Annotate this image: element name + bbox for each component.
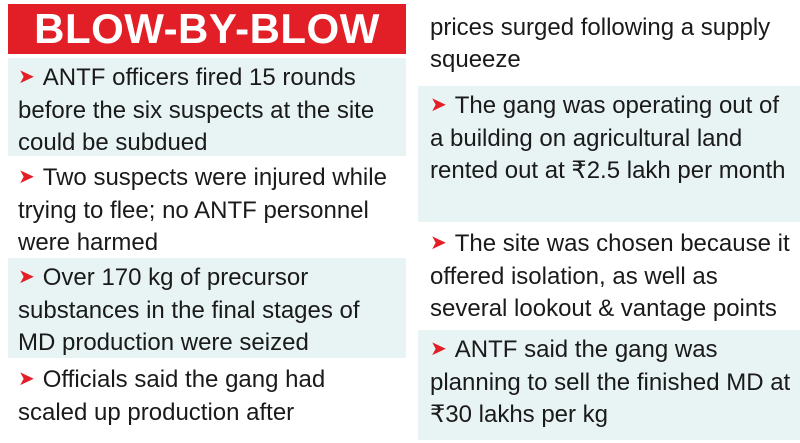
list-item-text: Two suspects were injured while trying t…: [18, 164, 387, 256]
list-item: ➤ ANTF officers fired 15 rounds before th…: [8, 58, 406, 156]
arrow-bullet-icon: ➤: [18, 266, 35, 288]
box-heading: BLOW-BY-BLOW: [8, 4, 406, 54]
arrow-bullet-icon: ➤: [18, 166, 35, 188]
arrow-bullet-icon: ➤: [430, 338, 447, 360]
list-item-text: The gang was operating out of a building…: [430, 92, 786, 184]
list-item-text: The site was chosen because it offered i…: [430, 230, 790, 322]
list-item: ➤ Over 170 kg of precursor substances in …: [8, 258, 406, 358]
arrow-bullet-icon: ➤: [18, 66, 35, 88]
list-item: ➤ Officials said the gang had scaled up p…: [8, 360, 406, 440]
list-item-text: ANTF said the gang was planning to sell …: [430, 336, 791, 428]
list-item-text: prices surged following a supply squeeze: [430, 14, 771, 73]
arrow-bullet-icon: ➤: [430, 94, 447, 116]
list-item-continued: prices surged following a supply squeeze: [418, 8, 800, 84]
list-item: ➤ Two suspects were injured while trying …: [8, 158, 406, 256]
column-divider: [408, 0, 410, 443]
list-item: ➤ The site was chosen because it offered …: [418, 224, 800, 328]
list-item: ➤ The gang was operating out of a buildin…: [418, 86, 800, 222]
list-item-text: Over 170 kg of precursor substances in t…: [18, 264, 360, 356]
list-item: ➤ ANTF said the gang was planning to sell…: [418, 330, 800, 440]
arrow-bullet-icon: ➤: [18, 368, 35, 390]
arrow-bullet-icon: ➤: [430, 232, 447, 254]
right-column: prices surged following a supply squeeze…: [410, 0, 800, 443]
left-column: BLOW-BY-BLOW ➤ ANTF officers fired 15 rou…: [8, 4, 406, 440]
list-item-text: Officials said the gang had scaled up pr…: [18, 366, 326, 426]
list-item-text: ANTF officers fired 15 rounds before the…: [18, 64, 375, 156]
